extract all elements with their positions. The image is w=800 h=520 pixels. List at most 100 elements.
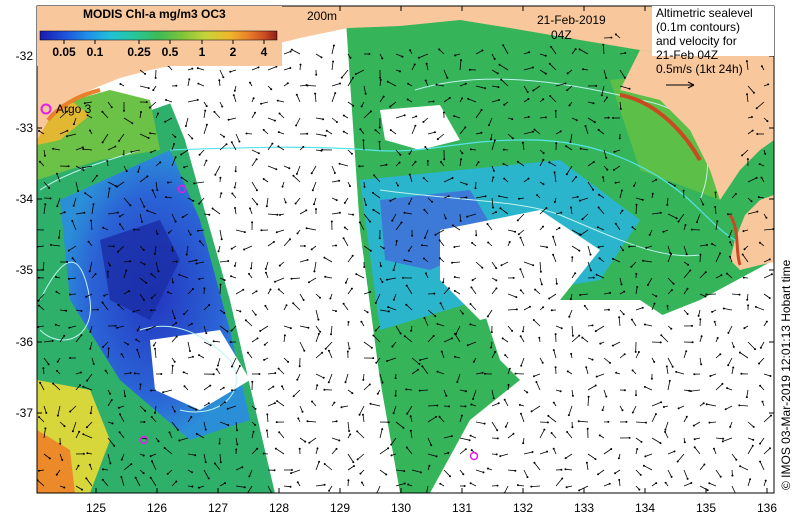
velocity-arrowhead-icon xyxy=(425,62,428,65)
velocity-arrowhead-icon xyxy=(278,264,281,267)
velocity-arrow xyxy=(507,325,513,332)
velocity-arrow xyxy=(251,112,256,119)
velocity-arrowhead-icon xyxy=(402,426,405,429)
velocity-arrow xyxy=(727,357,733,366)
velocity-arrow xyxy=(91,204,94,215)
velocity-arrow xyxy=(603,483,610,487)
velocity-arrowhead-icon xyxy=(464,405,467,408)
velocity-arrowhead-icon xyxy=(249,81,251,84)
velocity-arrow xyxy=(117,245,125,252)
velocity-arrowhead-icon xyxy=(431,200,433,203)
velocity-arrowhead-icon xyxy=(350,287,353,290)
velocity-arrowhead-icon xyxy=(159,161,162,164)
velocity-arrowhead-icon xyxy=(729,255,731,258)
velocity-arrowhead-icon xyxy=(118,139,121,142)
velocity-arrowhead-icon xyxy=(188,78,191,81)
velocity-arrowhead-icon xyxy=(700,363,703,366)
velocity-arrowhead-icon xyxy=(333,401,336,404)
velocity-arrow xyxy=(198,83,205,87)
velocity-arrow xyxy=(499,195,509,199)
velocity-arrow xyxy=(631,261,637,267)
velocity-arrowhead-icon xyxy=(260,229,263,232)
velocity-arrow xyxy=(116,181,125,187)
velocity-arrow xyxy=(619,85,630,90)
velocity-arrowhead-icon xyxy=(548,62,551,65)
velocity-arrowhead-icon xyxy=(185,253,188,256)
velocity-arrowhead-icon xyxy=(306,132,309,135)
velocity-arrowhead-icon xyxy=(323,388,326,391)
velocity-arrow xyxy=(75,485,83,490)
velocity-arrowhead-icon xyxy=(460,59,462,62)
velocity-arrow xyxy=(306,227,317,231)
velocity-arrow xyxy=(722,437,733,442)
velocity-arrowhead-icon xyxy=(265,271,267,274)
velocity-arrowhead-icon xyxy=(214,173,217,176)
velocity-arrow xyxy=(119,414,125,423)
velocity-arrowhead-icon xyxy=(465,390,467,393)
argo-markers: Argo 3 xyxy=(40,102,479,461)
velocity-arrow xyxy=(549,162,557,167)
velocity-arrowhead-icon xyxy=(583,304,586,307)
velocity-arrowhead-icon xyxy=(592,276,595,279)
velocity-arrowhead-icon xyxy=(223,135,225,138)
velocity-arrow xyxy=(582,337,589,343)
velocity-arrowhead-icon xyxy=(392,269,395,272)
velocity-arrow xyxy=(643,465,653,471)
velocity-arrow xyxy=(523,469,528,478)
velocity-arrowhead-icon xyxy=(439,302,442,305)
velocity-vectors xyxy=(37,33,774,493)
velocity-arrow xyxy=(59,309,67,312)
velocity-arrow xyxy=(580,293,589,296)
velocity-arrow xyxy=(83,148,93,151)
velocity-arrowhead-icon xyxy=(599,342,602,345)
velocity-arrow xyxy=(203,124,208,135)
velocity-arrowhead-icon xyxy=(519,236,522,239)
velocity-arrowhead-icon xyxy=(153,252,156,255)
velocity-arrowhead-icon xyxy=(756,133,759,135)
velocity-arrow xyxy=(299,210,307,215)
velocity-arrowhead-icon xyxy=(394,394,397,397)
velocity-arrowhead-icon xyxy=(633,184,635,187)
velocity-arrowhead-icon xyxy=(223,312,226,314)
velocity-arrow xyxy=(571,229,580,235)
velocity-arrow xyxy=(468,98,477,103)
velocity-arrow xyxy=(612,258,621,263)
colorbar: MODIS Chl-a mg/m3 OC3 0.05 0.1 0.25 0.5 1 2 4 xyxy=(37,6,282,66)
velocity-arrowhead-icon xyxy=(565,486,568,489)
velocity-arrow xyxy=(459,60,462,71)
velocity-arrow xyxy=(615,223,621,231)
velocity-arrow xyxy=(345,373,349,383)
velocity-arrowhead-icon xyxy=(322,118,325,121)
velocity-arrow xyxy=(90,220,93,231)
velocity-arrowhead-icon xyxy=(664,430,667,433)
argo-3-marker[interactable] xyxy=(40,103,52,115)
velocity-arrowhead-icon xyxy=(130,150,133,153)
velocity-arrowhead-icon xyxy=(726,213,729,216)
velocity-arrowhead-icon xyxy=(618,478,621,481)
velocity-arrowhead-icon xyxy=(204,109,207,112)
velocity-arrow xyxy=(328,373,333,383)
velocity-arrow xyxy=(395,421,404,429)
velocity-arrowhead-icon xyxy=(522,442,525,445)
velocity-arrowhead-icon xyxy=(459,219,462,222)
argo-marker[interactable] xyxy=(469,451,479,461)
velocity-arrow xyxy=(57,405,61,416)
velocity-arrowhead-icon xyxy=(504,425,507,428)
velocity-arrowhead-icon xyxy=(687,263,689,266)
velocity-arrowhead-icon xyxy=(278,112,281,115)
velocity-arrowhead-icon xyxy=(190,416,193,418)
argo-marker[interactable] xyxy=(139,435,149,445)
argo-3-label: Argo 3 xyxy=(56,102,92,116)
velocity-arrowhead-icon xyxy=(242,288,245,291)
legend-box xyxy=(652,6,774,56)
velocity-arrow xyxy=(187,341,191,352)
velocity-arrowhead-icon xyxy=(279,213,281,216)
velocity-arrowhead-icon xyxy=(167,291,169,294)
argo-marker[interactable] xyxy=(177,184,187,194)
velocity-arrowhead-icon xyxy=(256,203,259,206)
velocity-arrow xyxy=(152,190,157,199)
velocity-arrow xyxy=(68,245,77,251)
velocity-arrow xyxy=(386,357,397,362)
velocity-arrowhead-icon xyxy=(508,367,511,370)
velocity-arrowhead-icon xyxy=(109,264,111,267)
